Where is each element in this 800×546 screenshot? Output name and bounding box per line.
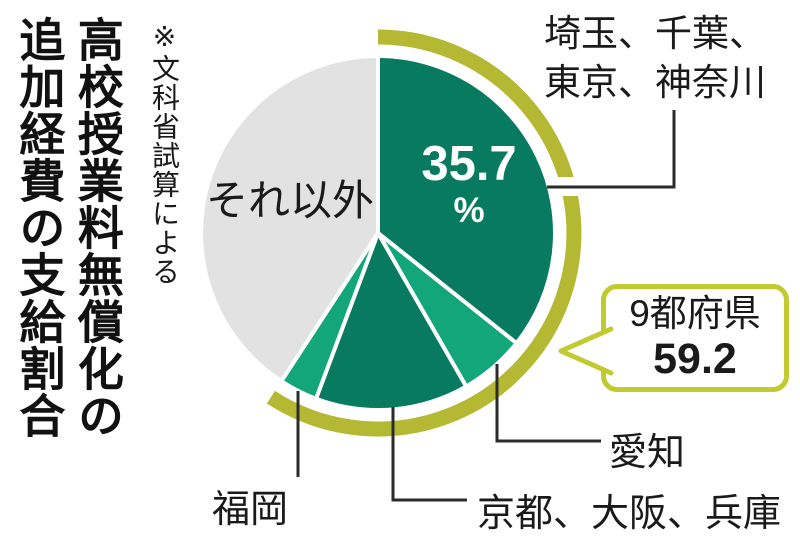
connector-aichi-line <box>495 364 601 443</box>
callout-pointer <box>558 326 614 376</box>
label-kyoto: 京都、大阪、兵庫 <box>477 493 782 535</box>
connector-saitama-line <box>547 110 676 189</box>
chart-title-line1: 高校授業料無償化の <box>71 16 124 439</box>
highlight-ring <box>266 29 582 437</box>
label-fukuoka: 福岡 <box>212 489 289 531</box>
pie-value-unit: % <box>453 191 485 230</box>
pie-segment-4 <box>199 53 380 384</box>
annotation-layer <box>296 110 676 502</box>
connector-kyoto-line <box>391 407 467 502</box>
chart-title-line2: 追加経費の支給割合 <box>13 16 66 439</box>
chart-title: 高校授業料無償化の 追加経費の支給割合 <box>10 16 127 446</box>
label-saitama-group: 埼玉、千葉、 東京、神奈川 <box>544 10 766 108</box>
callout-value: 59.2 <box>653 334 737 383</box>
source-note: ※文科省試算による <box>149 20 180 286</box>
label-saitama-line2: 東京、神奈川 <box>544 61 766 103</box>
label-saitama-line1: 埼玉、千葉、 <box>544 13 766 54</box>
callout-label: 9都府県 <box>629 293 761 335</box>
highlight-callout: 9都府県 59.2 <box>601 284 789 392</box>
label-others: それ以外 <box>206 177 375 224</box>
pie-value-number: 35.7 <box>421 137 517 191</box>
pie-layer <box>199 29 582 437</box>
pie-inner-value: 35.7 % <box>395 137 543 230</box>
label-aichi: 愛知 <box>609 432 686 474</box>
pie-segment-0 <box>376 53 557 347</box>
